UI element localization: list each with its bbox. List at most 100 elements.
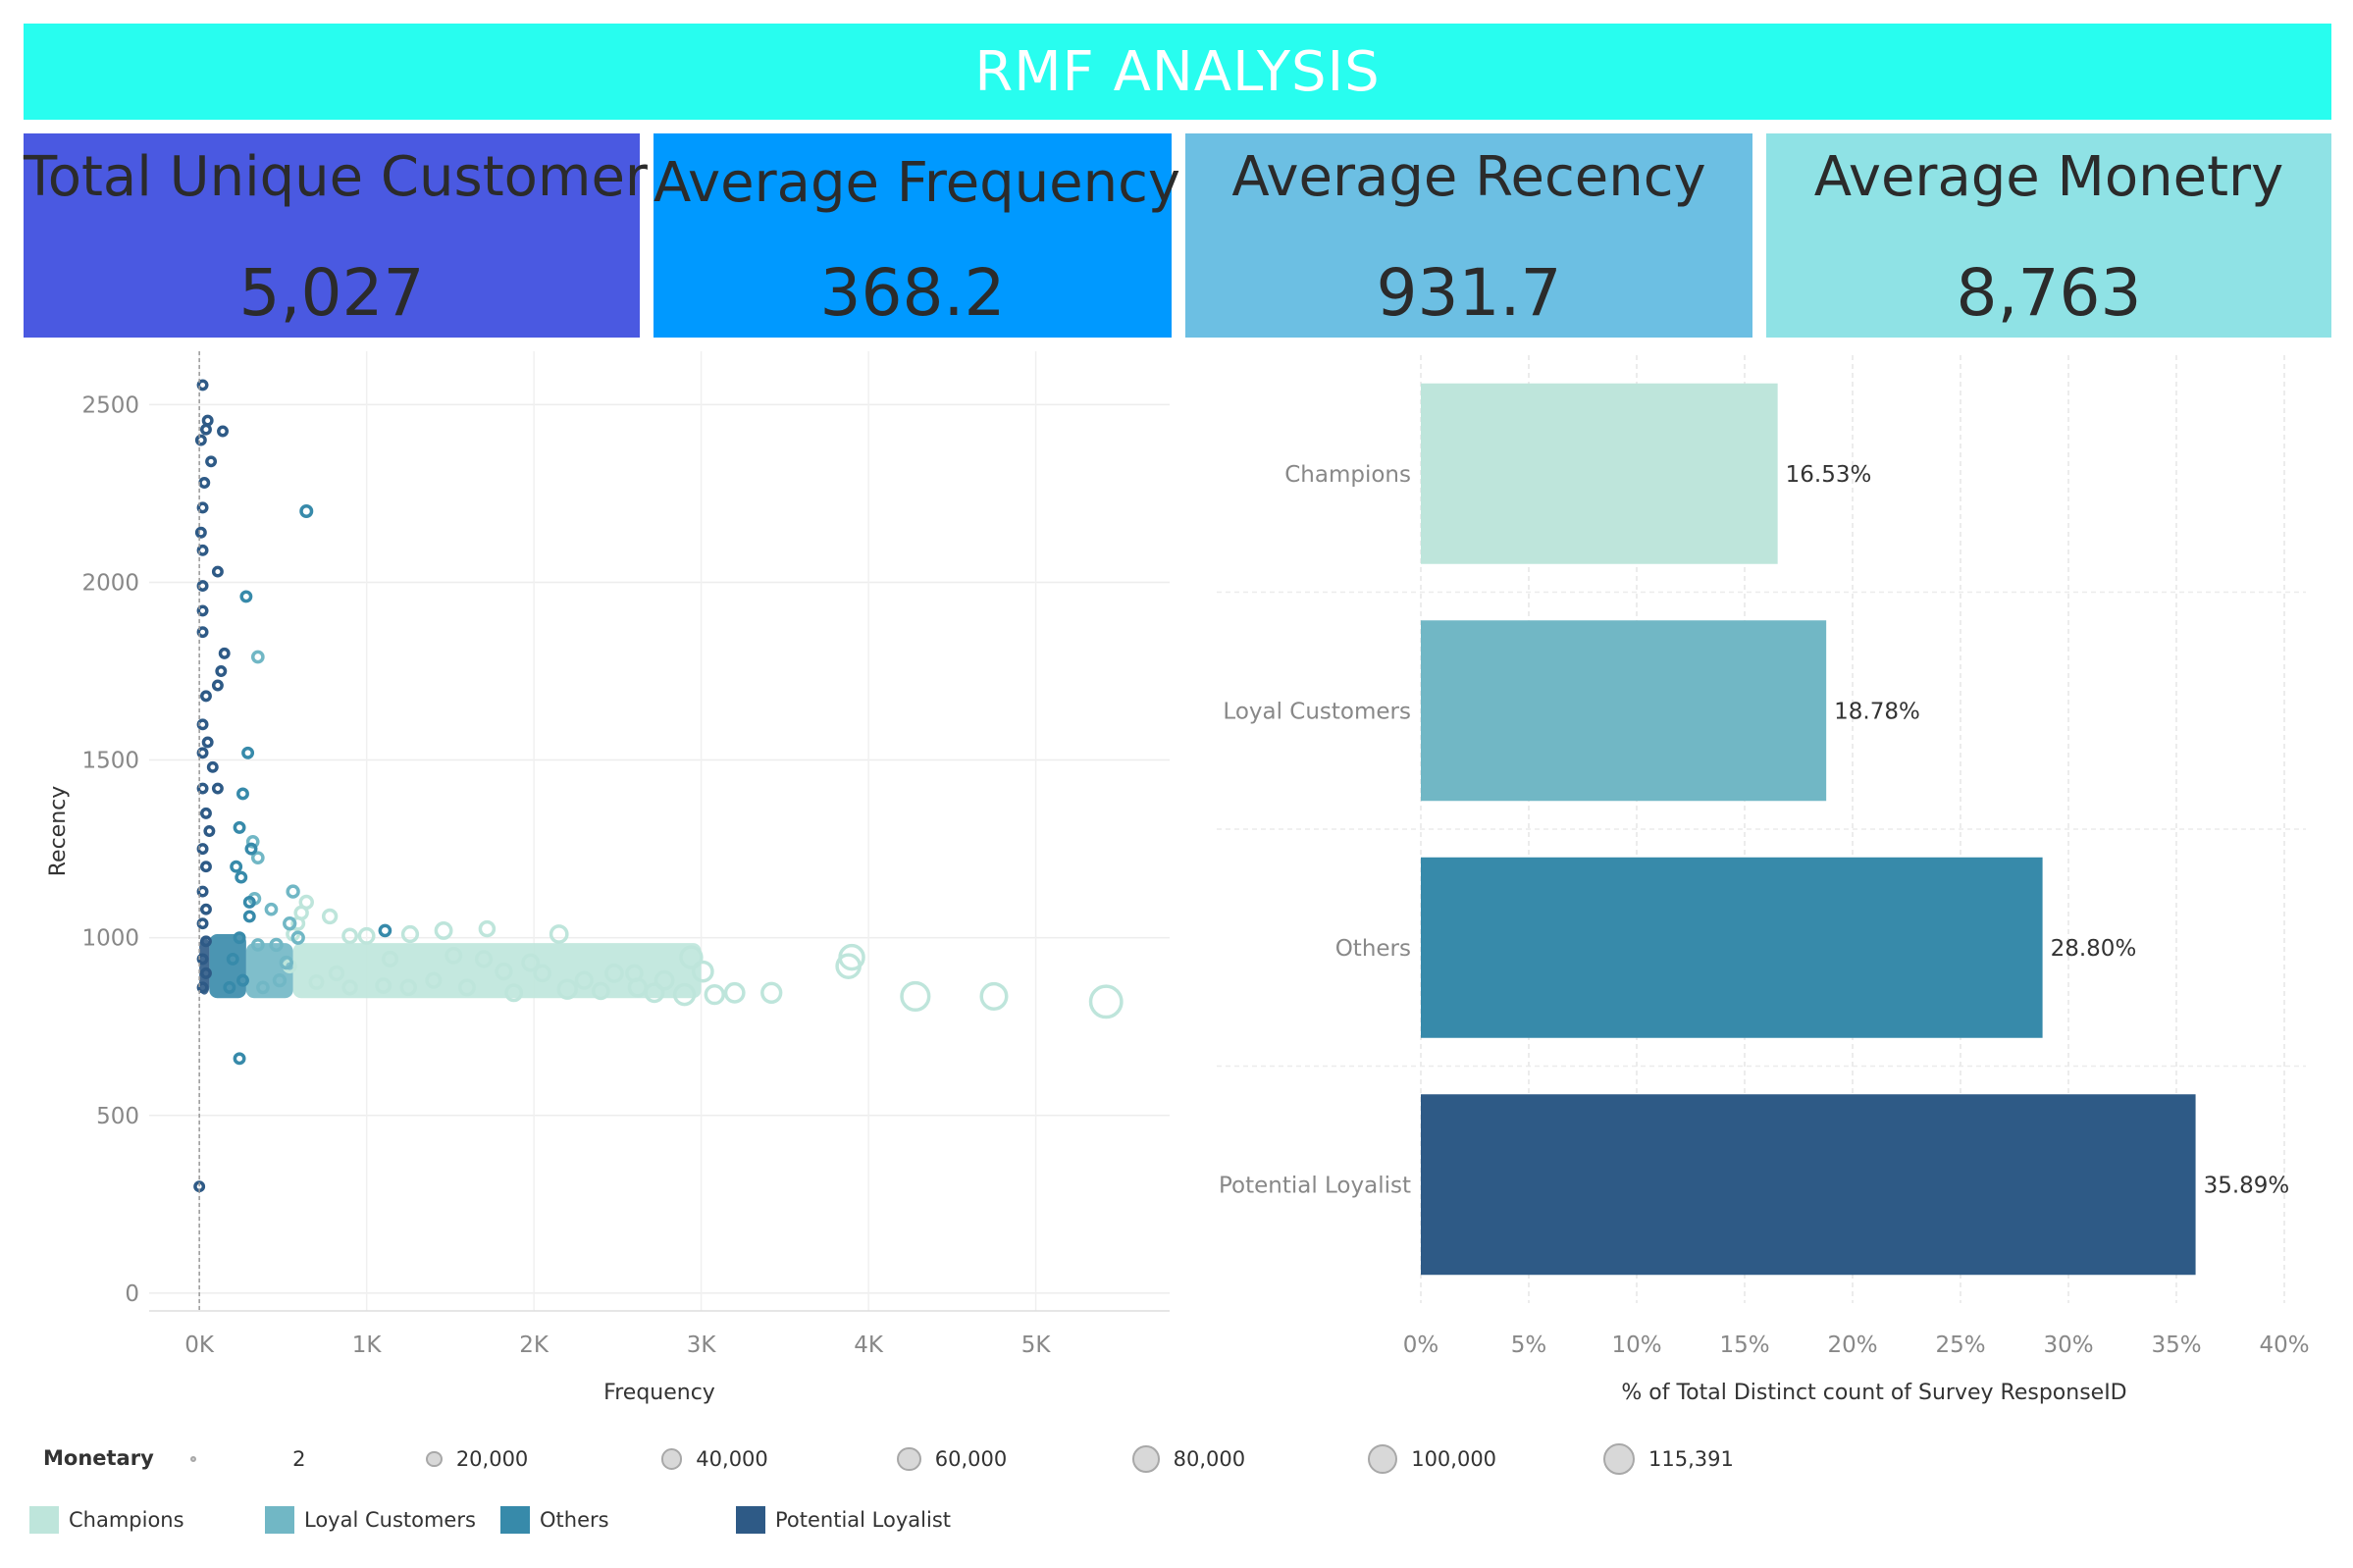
dense-cluster-potential-loyalist (199, 937, 210, 995)
size-legend-label: 2 (292, 1447, 306, 1471)
scatter-point-loyal-customers (247, 891, 262, 906)
scatter-point-champions (381, 950, 399, 967)
y-tick-label: 1000 (81, 926, 139, 952)
category-label: Potential Loyalist (1219, 1173, 1411, 1198)
kpi-value: 931.7 (1376, 255, 1562, 331)
scatter-point-champions (556, 978, 578, 1000)
scatter-point-champions (760, 981, 783, 1004)
scatter-point-champions (357, 926, 376, 945)
scatter-point-champions (625, 964, 644, 983)
scatter-point-loyal-customers (272, 972, 288, 988)
scatter-point-loyal-customers (256, 980, 270, 995)
scatter-point-potential-loyalist (200, 690, 212, 703)
size-legend-item: 60,000 (897, 1442, 1007, 1476)
scatter-point-potential-loyalist (200, 807, 212, 819)
scatter-point-loyal-customers (269, 937, 284, 953)
scatter-point-others (241, 746, 255, 759)
size-legend-label: 115,391 (1648, 1447, 1734, 1471)
scatter-point-others (236, 787, 249, 801)
scatter-point-champions (504, 983, 524, 1003)
dense-cluster-champions (292, 943, 702, 999)
scatter-point-potential-loyalist (196, 782, 209, 795)
scatter-point-champions (328, 965, 345, 982)
scatter-point-loyal-customers (279, 955, 293, 970)
scatter-point-champions (457, 978, 476, 997)
color-legend-item[interactable]: Loyal Customers (265, 1505, 476, 1535)
scatter-point-champions (308, 973, 325, 990)
size-legend-item: 2 (190, 1442, 305, 1476)
dashboard-title: RMF ANALYSIS (974, 39, 1381, 104)
size-legend-circle (190, 1455, 197, 1463)
scatter-point-potential-loyalist (217, 425, 229, 438)
y-tick-label: 1500 (81, 749, 139, 774)
category-label: Loyal Customers (1223, 699, 1411, 724)
bar-others (1421, 857, 2043, 1038)
y-tick-label: 0 (125, 1281, 139, 1307)
color-legend-item[interactable]: Champions (29, 1505, 184, 1535)
kpi-average-monetry: Average Monetry 8,763 (1766, 133, 2331, 338)
size-legend-label: 20,000 (455, 1447, 529, 1471)
scatter-point-champions (627, 977, 648, 998)
x-tick-label: 2K (519, 1333, 549, 1358)
kpi-value: 8,763 (1956, 255, 2142, 331)
scatter-point-champions (434, 920, 453, 940)
scatter-point-others (236, 973, 249, 987)
y-tick-label: 2000 (81, 570, 139, 596)
kpi-label: Average Frequency (654, 151, 1181, 215)
x-tick-label: 5K (1021, 1333, 1052, 1358)
scatter-point-potential-loyalist (200, 935, 212, 948)
x-tick-label: 5% (1511, 1333, 1547, 1358)
kpi-label: Average Monetry (1813, 145, 2284, 209)
kpi-total-unique-customer: Total Unique Customer 5,027 (24, 133, 648, 338)
color-legend-item[interactable]: Potential Loyalist (736, 1505, 951, 1535)
scatter-point-champions (704, 983, 725, 1006)
x-tick-label: 0K (184, 1333, 215, 1358)
x-tick-label: 15% (1719, 1333, 1769, 1358)
x-axis-title: % of Total Distinct count of Survey Resp… (1621, 1381, 2126, 1405)
scatter-point-potential-loyalist (218, 647, 231, 659)
kpi-value: 368.2 (819, 255, 1006, 331)
scatter-point-potential-loyalist (196, 501, 209, 514)
scatter-point-champions (286, 926, 301, 942)
size-legend-item: 20,000 (426, 1442, 528, 1476)
color-legend-label: Others (540, 1508, 609, 1532)
scatter-point-potential-loyalist (200, 903, 212, 915)
scatter-point-champions (835, 953, 862, 979)
scatter-point-champions (691, 960, 714, 983)
scatter-point-champions (654, 969, 675, 991)
bar-champions (1421, 383, 1778, 564)
scatter-point-potential-loyalist (203, 825, 216, 837)
scatter-point-loyal-customers (290, 930, 305, 945)
scatter-point-champions (341, 927, 358, 945)
size-legend-circle (426, 1450, 443, 1468)
scatter-point-potential-loyalist (201, 736, 214, 749)
size-legend-circle (1368, 1443, 1398, 1475)
scatter-point-champions (533, 964, 551, 983)
bar-value-label: 35.89% (2204, 1173, 2290, 1198)
x-tick-label: 1K (352, 1333, 383, 1358)
scatter-point-potential-loyalist (200, 861, 212, 873)
bar-value-label: 18.78% (1834, 699, 1920, 724)
x-tick-label: 10% (1611, 1333, 1661, 1358)
color-legend-label: Potential Loyalist (775, 1508, 951, 1532)
scatter-point-champions (900, 980, 931, 1013)
color-legend-swatch (500, 1506, 530, 1534)
x-tick-label: 0% (1403, 1333, 1439, 1358)
scatter-point-champions (375, 977, 392, 994)
scatter-point-champions (399, 978, 418, 997)
scatter-point-loyal-customers (250, 851, 265, 865)
color-legend-swatch (29, 1506, 59, 1534)
x-tick-label: 30% (2043, 1333, 2093, 1358)
color-legend-item[interactable]: Others (500, 1505, 609, 1535)
color-legend-swatch (265, 1506, 294, 1534)
scatter-point-potential-loyalist (200, 423, 212, 436)
scatter-point-champions (298, 894, 314, 911)
x-tick-label: 4K (854, 1333, 884, 1358)
size-legend-circle (661, 1448, 683, 1470)
y-tick-label: 500 (96, 1104, 139, 1129)
scatter-point-others (239, 590, 253, 603)
scatter-point-potential-loyalist (211, 782, 224, 795)
scatter-point-potential-loyalist (194, 526, 207, 539)
scatter-point-others (235, 870, 248, 884)
dense-cluster-loyal-customers (245, 943, 293, 999)
